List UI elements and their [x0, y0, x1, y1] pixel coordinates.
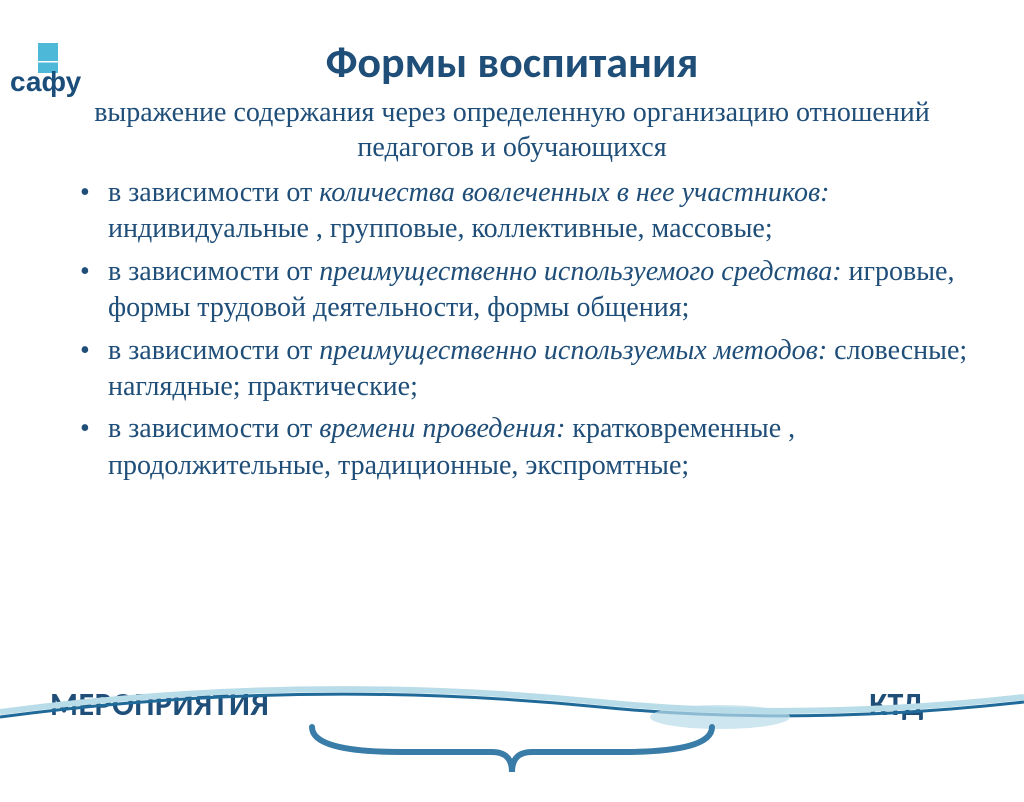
bullet-rest: индивидуальные , групповые, коллективные…: [108, 213, 773, 244]
slide-subtitle: выражение содержания через определенную …: [60, 95, 964, 165]
footer-row: МЕРОПРИЯТИЯ КТД: [0, 685, 1024, 724]
bullet-item: в зависимости от преимущественно использ…: [80, 254, 974, 327]
logo-text: сафу: [10, 66, 81, 98]
bullet-italic: времени проведения:: [319, 413, 565, 444]
bullet-prefix: в зависимости от: [108, 177, 319, 208]
logo: сафу: [10, 43, 90, 98]
bullet-italic: количества вовлеченных в нее участников:: [319, 177, 829, 208]
bullet-italic: преимущественно используемого средства:: [319, 256, 841, 287]
footer-left-label: МЕРОПРИЯТИЯ: [50, 685, 269, 724]
bullet-item: в зависимости от времени проведения: кра…: [80, 411, 974, 484]
footer-right-label: КТД: [869, 685, 924, 724]
slide-title: Формы воспитания: [0, 35, 1024, 89]
bullet-prefix: в зависимости от: [108, 335, 319, 366]
bullet-prefix: в зависимости от: [108, 413, 319, 444]
bullet-item: в зависимости от количества вовлеченных …: [80, 175, 974, 248]
bullet-list: в зависимости от количества вовлеченных …: [80, 175, 974, 484]
bullet-prefix: в зависимости от: [108, 256, 319, 287]
brace-icon: [302, 722, 722, 782]
bullet-item: в зависимости от преимущественно использ…: [80, 333, 974, 406]
bullet-italic: преимущественно используемых методов:: [319, 335, 827, 366]
